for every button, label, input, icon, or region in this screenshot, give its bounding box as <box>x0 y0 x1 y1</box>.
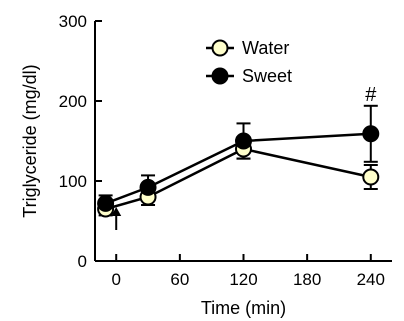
injection-arrow-head <box>111 207 122 216</box>
sweet-legend-label: Sweet <box>242 66 292 86</box>
y-tick-label: 300 <box>59 12 87 31</box>
water-legend-marker <box>211 39 229 57</box>
x-tick-label: 60 <box>170 270 189 289</box>
water-legend-label: Water <box>242 38 289 58</box>
x-tick-label: 120 <box>229 270 257 289</box>
sweet-point <box>97 194 115 212</box>
sweet-point <box>235 132 252 150</box>
x-axis-title: Time (min) <box>201 298 286 318</box>
y-tick-label: 0 <box>78 252 87 271</box>
x-tick-label: 240 <box>357 270 385 289</box>
significance-marker: # <box>365 84 377 106</box>
y-tick-label: 100 <box>59 172 87 191</box>
sweet-point <box>362 125 380 143</box>
y-tick-label: 200 <box>59 92 87 111</box>
x-tick-label: 0 <box>111 270 120 289</box>
sweet-point <box>139 178 157 196</box>
sweet-legend-marker <box>211 67 229 85</box>
water-series-line <box>105 147 372 211</box>
x-tick-label: 180 <box>293 270 321 289</box>
y-axis-title: Triglyceride (mg/dl) <box>20 64 40 217</box>
sweet-series-line <box>105 132 371 205</box>
water-point <box>362 168 380 186</box>
